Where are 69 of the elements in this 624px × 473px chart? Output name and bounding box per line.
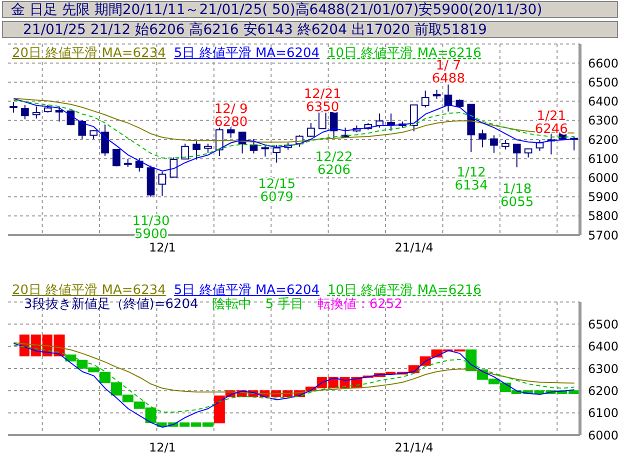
text: 20日 終値平滑 MA=6234 [12,46,166,61]
text: 11/30 5900 [132,214,170,242]
text: 12/21 6350 [304,87,342,116]
candlestick [55,106,64,122]
text: 1/ 7 6488 [432,58,465,86]
y-tick-label: 6000 [588,428,619,442]
y-tick-label: 5900 [588,190,619,204]
chart-title: 金 日足 先限 期間20/11/11～21/01/25( 50)高6488(21/01/07)安5900(20/11/30) [2,1,618,18]
candlestick [170,156,178,178]
candlestick [158,171,166,196]
y-tick-label: 5800 [588,209,619,224]
candlestick [318,110,326,130]
y-tick-label: 6400 [588,94,619,109]
text: 12/ 9 6280 [214,102,248,130]
candlestick [216,126,224,156]
candlestick [444,84,452,112]
y-tick-label: 6500 [588,317,619,332]
x-tick-label: 12/1 [148,440,176,455]
y-tick-label: 6100 [588,406,619,420]
candlestick [502,139,510,150]
y-tick-label: 6400 [588,340,619,354]
annotation: 陰転中 [212,297,252,312]
line-series [13,342,575,428]
candlestick [490,134,498,154]
text: 5日 終値平滑 MA=6204 [174,283,320,298]
text: 1/18 6055 [500,182,534,210]
x-tick-label: 21/1/4 [394,440,434,455]
chart-subtitle: 21/01/25 21/12 始6206 高6216 安6143 終6204 出17020 前取51819 [2,21,618,38]
candlestick [112,148,120,167]
candlestick [387,113,395,132]
candlestick [78,120,86,140]
y-tick-label: 6200 [588,132,619,147]
text: 1/12 6134 [454,165,488,194]
candlestick [512,144,521,168]
y-tick-label: 6500 [588,75,619,90]
text: 12/15 6079 [258,176,296,205]
candlestick [204,143,212,154]
candlestick [21,104,29,120]
x-tick-label: 21/1/4 [394,240,434,255]
text: 10日 終値平滑 MA=6216 [328,46,482,61]
candlestick [421,90,430,108]
candlestick [272,144,281,164]
y-tick-label: 6000 [588,170,619,185]
y-tick-label: 6200 [588,384,619,398]
candlestick [250,138,258,154]
x-tick-label: 12/1 [148,240,176,255]
candlestick [135,158,144,172]
line-series [13,342,575,394]
text: 12/22 6206 [315,150,353,178]
annotation: 転換値 : 6252 [318,297,402,312]
text: 10日 終値平滑 MA=6216 [328,283,482,298]
candlestick [410,104,418,132]
y-tick-label: 5700 [588,228,619,242]
candlestick [307,122,315,138]
candlestick [32,106,40,119]
y-tick-label: 6100 [588,152,619,166]
text: 20日 終値平滑 MA=6234 [12,283,166,298]
annotation: 3段抜き新値足（終値)=6204 [24,297,198,312]
text: 5日 終値平滑 MA=6204 [174,46,320,61]
candlestick [192,140,200,160]
candlestick [101,124,109,156]
y-tick-label: 6600 [588,56,619,70]
y-tick-label: 6300 [588,114,619,128]
candlestick [181,143,190,160]
candlestick [261,145,270,157]
y-tick-label: 6300 [588,362,619,376]
candlestick [10,101,18,114]
annotation: 5 手目 [265,297,304,312]
candlestick [478,129,486,148]
